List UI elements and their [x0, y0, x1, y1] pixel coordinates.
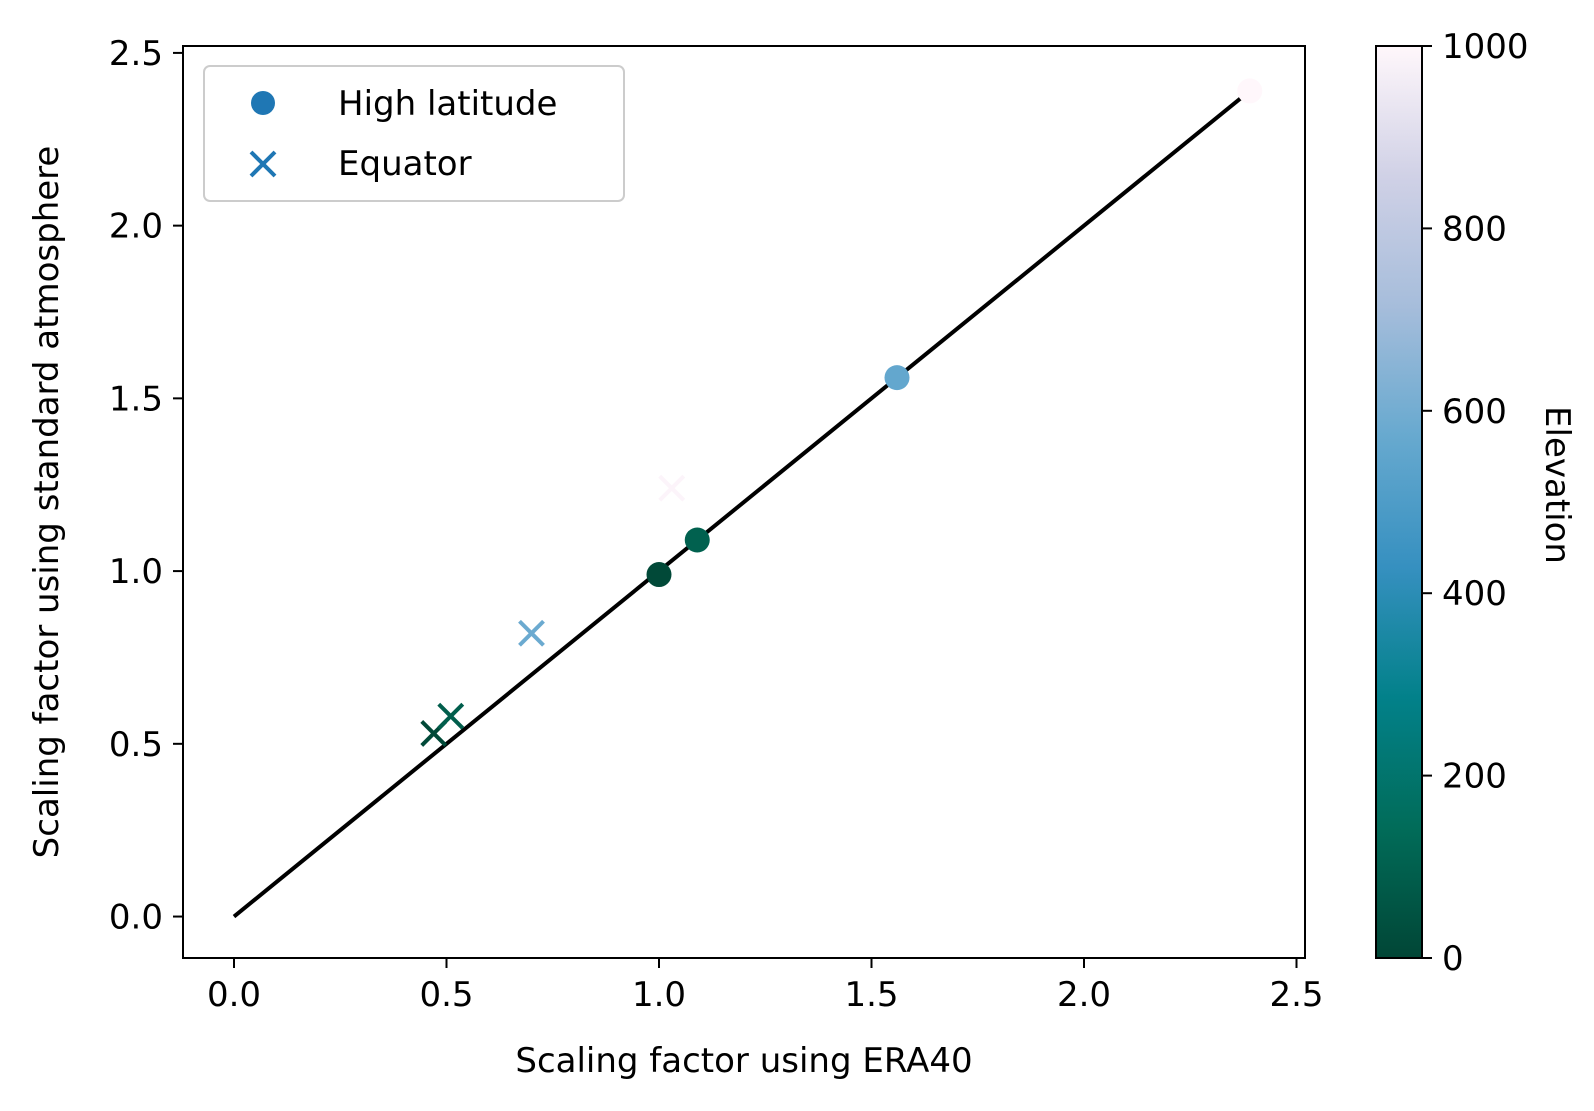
- x-tick-label: 2.0: [1057, 975, 1111, 1015]
- y-tick-label: 2.5: [109, 34, 163, 74]
- legend: High latitude Equator: [203, 65, 625, 202]
- y-axis-label: Scaling factor using standard atmosphere: [27, 146, 67, 859]
- colorbar-tick-label: 800: [1442, 209, 1507, 249]
- plot-area: 0.0 0.5 1.0 1.5 2.0 2.5 0.0 0.5 1.0 1.5 2.0 2.5: [109, 34, 1324, 1015]
- x-tick-label: 0.0: [207, 975, 261, 1015]
- y-tick-label: 0.0: [109, 898, 163, 938]
- equator-point: [518, 619, 545, 647]
- y-tick-label: 2.0: [109, 207, 163, 247]
- x-tick-label: 0.5: [419, 975, 473, 1015]
- high-latitude-point: [884, 365, 910, 391]
- high-latitude-point: [646, 562, 672, 588]
- plot-frame: [182, 45, 1306, 959]
- legend-x-marker: [249, 150, 277, 178]
- reference-line: [232, 85, 1256, 919]
- colorbar-tick-label: 1000: [1442, 27, 1529, 67]
- colorbar: 0 200 400 600 800 1000 Elevation: [1375, 27, 1577, 979]
- legend-circle-marker: [251, 91, 275, 115]
- x-tick-label: 1.5: [844, 975, 898, 1015]
- legend-label-high-latitude: High latitude: [338, 84, 557, 124]
- equator-point: [437, 702, 465, 730]
- high-latitude-point: [684, 527, 710, 553]
- colorbar-label: Elevation: [1537, 406, 1577, 564]
- colorbar-tick-label: 0: [1442, 939, 1464, 979]
- y-tick-label: 0.5: [109, 725, 163, 765]
- x-tick-label: 1.0: [632, 975, 686, 1015]
- legend-label-equator: Equator: [338, 144, 472, 184]
- colorbar-gradient: [1375, 45, 1423, 959]
- x-axis-label: Scaling factor using ERA40: [515, 1041, 972, 1081]
- colorbar-tick-label: 400: [1442, 574, 1507, 614]
- equator-point: [658, 474, 686, 502]
- x-tick-label: 2.5: [1269, 975, 1323, 1015]
- legend-box: [203, 65, 625, 202]
- colorbar-tick-label: 200: [1442, 757, 1507, 797]
- y-tick-label: 1.0: [109, 552, 163, 592]
- colorbar-ticks: 0 200 400 600 800 1000: [1422, 27, 1529, 979]
- y-tick-label: 1.5: [109, 379, 163, 419]
- colorbar-tick-label: 600: [1442, 392, 1507, 432]
- high-latitude-point: [1237, 78, 1263, 104]
